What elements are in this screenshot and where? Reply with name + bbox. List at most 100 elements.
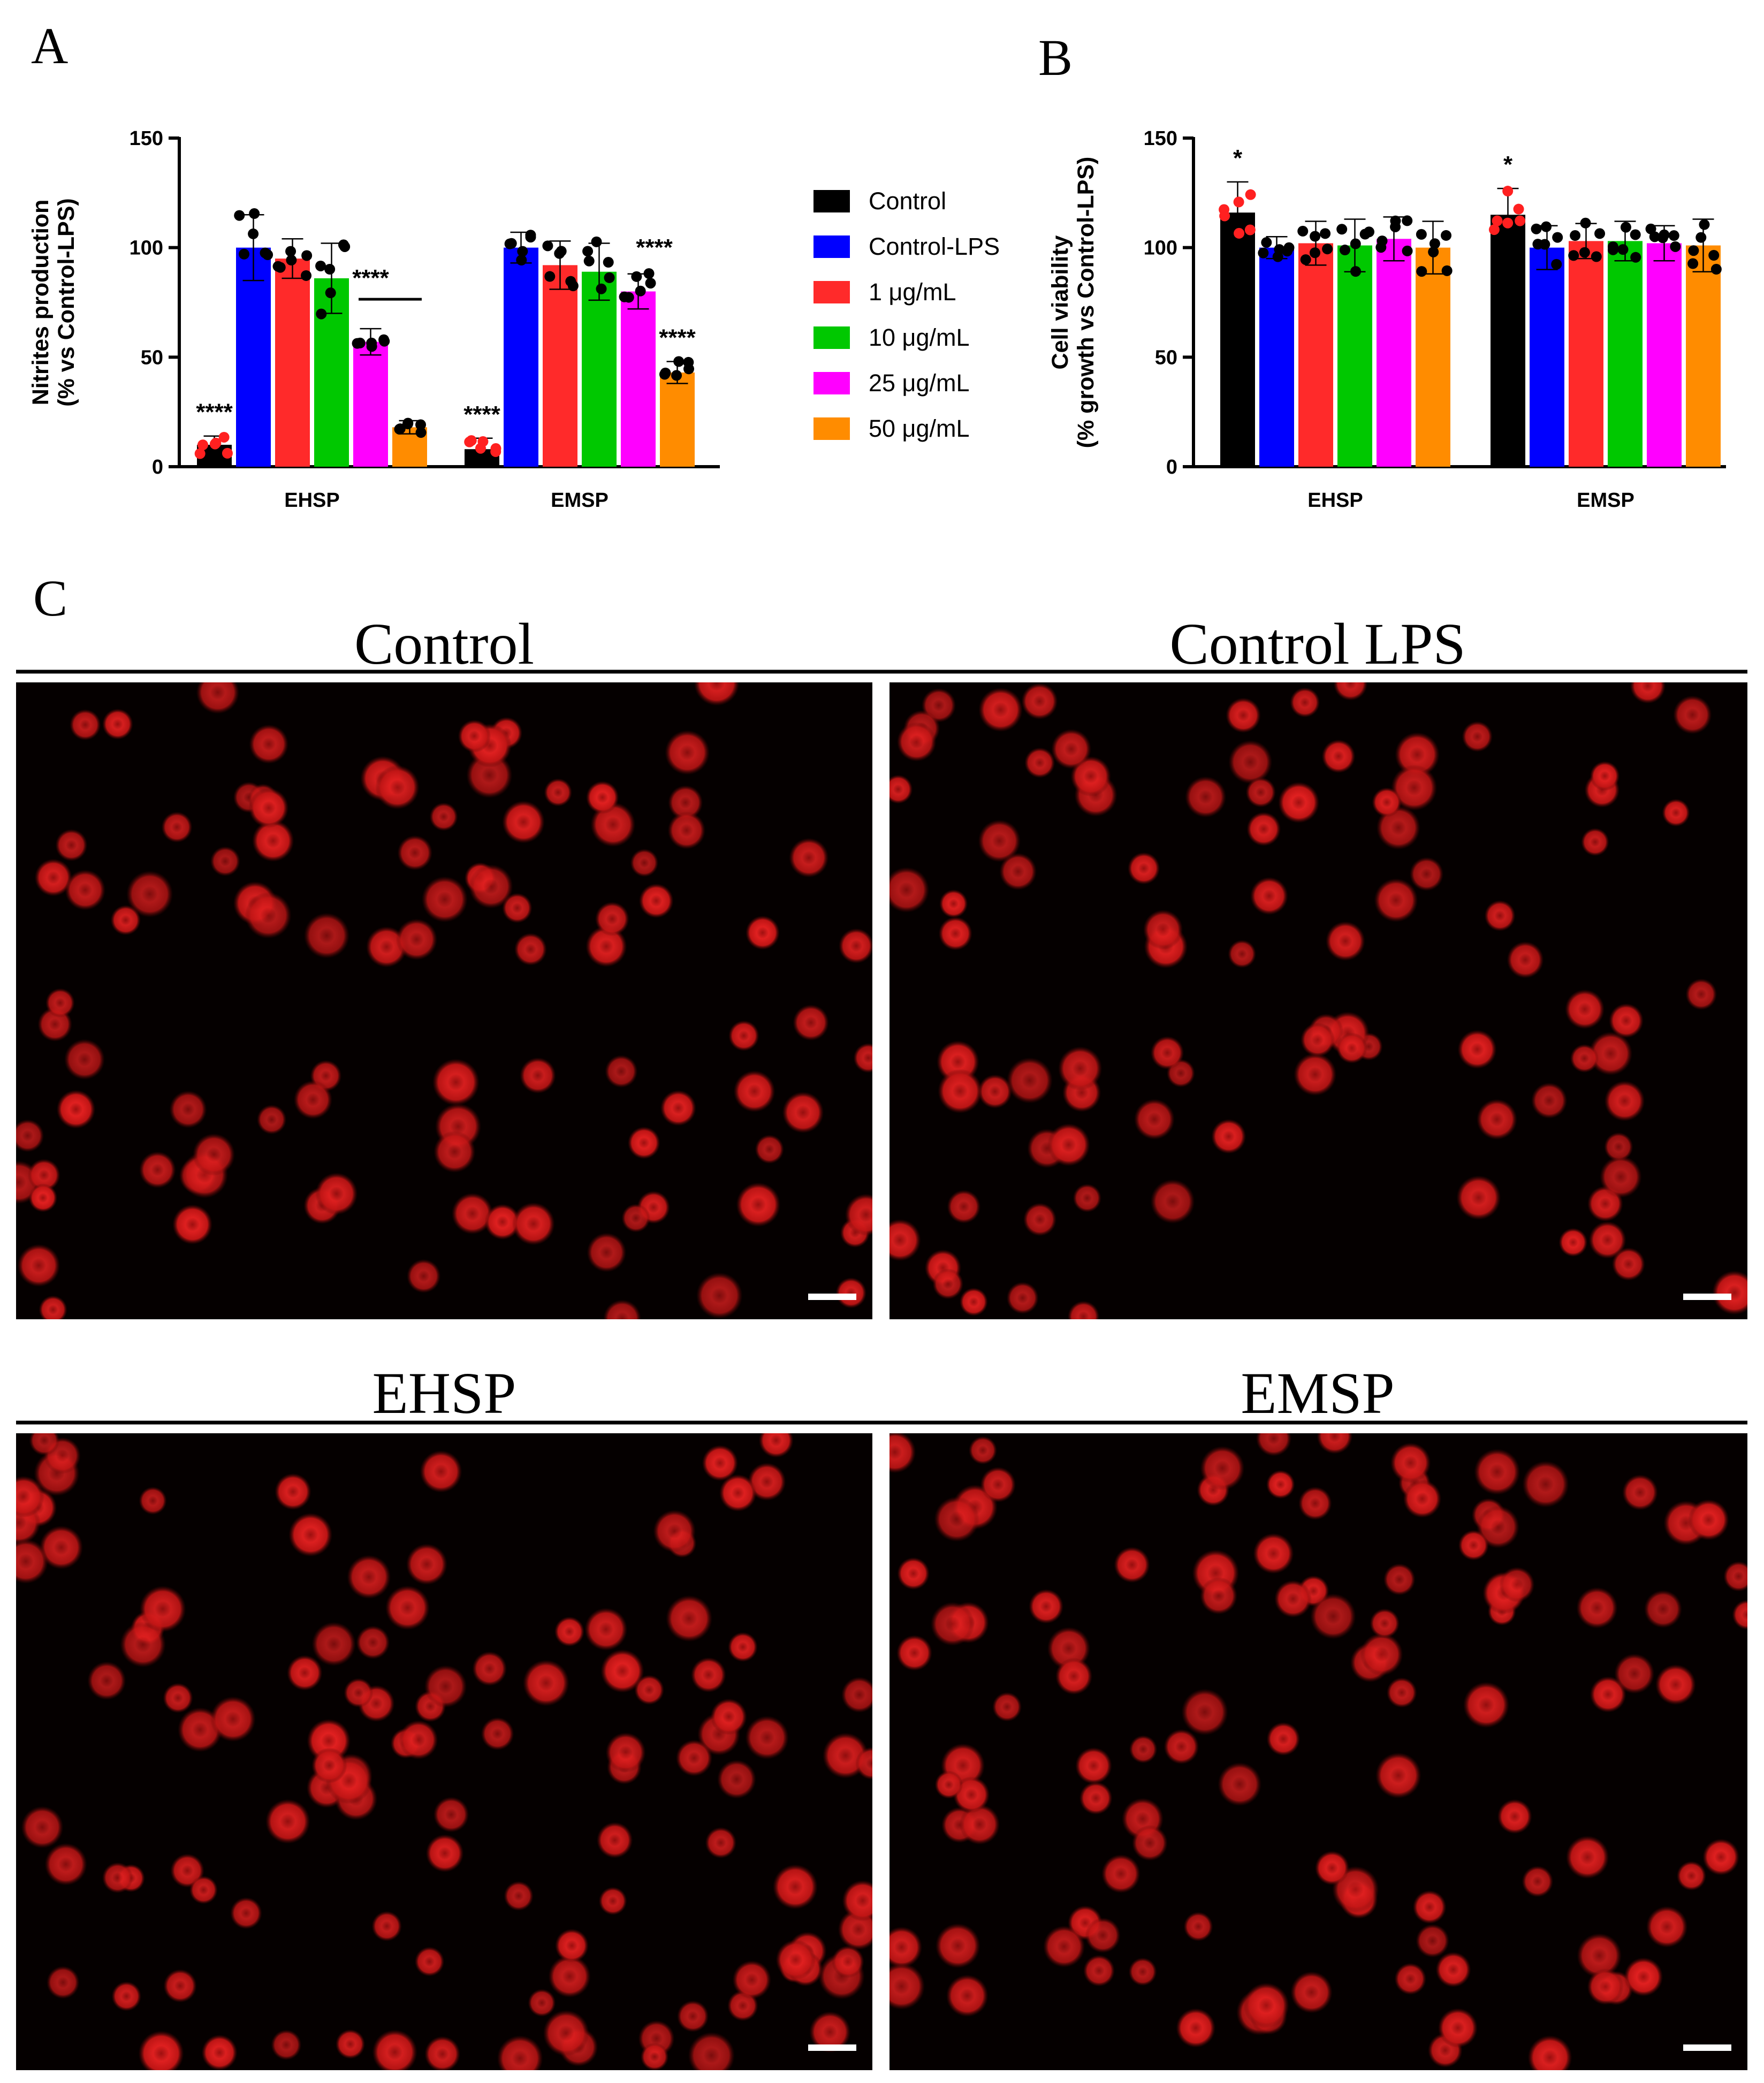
cell: [705, 1827, 737, 1859]
chart-b-bar-emsp-control-lps: [1530, 247, 1564, 467]
chart-a-data-point: [248, 228, 259, 239]
cell: [1266, 1722, 1301, 1756]
cell: [344, 1678, 374, 1708]
cell: [959, 1804, 1000, 1845]
cell: [1390, 1442, 1431, 1483]
cell: [660, 1090, 696, 1126]
cell: [196, 682, 240, 714]
cell: [621, 1204, 651, 1233]
cell: [406, 1544, 447, 1585]
chart-a-data-point: [272, 261, 284, 272]
cell: [853, 1043, 872, 1073]
cell: [44, 1843, 87, 1886]
cell: [288, 1512, 333, 1557]
cell: [1646, 1906, 1688, 1948]
chart-b-data-point: [1492, 215, 1503, 226]
chart-b-data-point: [1274, 244, 1285, 255]
chart-a-group-label-ehsp: EHSP: [284, 489, 339, 512]
chart-b-cell-viability: 0 50 100 150 Cell viability (% growth vs Cont…: [1047, 127, 1726, 512]
chart-b-data-point: [1488, 224, 1500, 235]
chart-a-data-point: [315, 260, 326, 271]
cell: [676, 2000, 709, 2033]
chart-a-data-point: [301, 250, 313, 261]
cell: [65, 869, 106, 910]
chart-b-y-tick-label: 50: [1155, 346, 1177, 369]
chart-b-data-point: [1245, 189, 1256, 200]
cell: [782, 1091, 824, 1134]
cell: [605, 1732, 646, 1773]
chart-b-data-point: [1551, 259, 1562, 270]
cell: [938, 916, 972, 951]
cell: [347, 1555, 391, 1599]
cell: [252, 819, 294, 862]
cell: [1702, 1838, 1739, 1876]
cell: [311, 1622, 356, 1667]
cell: [855, 1746, 872, 1780]
chart-b-data-point: [1502, 186, 1514, 197]
cell-cluster: [889, 1433, 1747, 2070]
legend-swatch-1-ug-ml: [813, 281, 850, 303]
chart-b-bar-ehsp-25-ug-ml: [1377, 239, 1411, 467]
cell: [271, 2029, 302, 2061]
cell: [293, 1080, 333, 1119]
chart-b-data-point: [1310, 231, 1321, 242]
panel-letter-a: A: [31, 17, 68, 74]
cell: [1688, 1499, 1729, 1541]
chart-a-data-point: [402, 417, 414, 429]
chart-a-data-point: [222, 447, 233, 459]
cell: [1558, 1228, 1588, 1257]
cell: [248, 788, 289, 828]
chart-b-data-point: [1708, 250, 1720, 261]
cell: [1023, 1203, 1057, 1236]
cell: [481, 1717, 514, 1751]
cell: [1021, 683, 1058, 720]
chart-b-ylabel-line2: (% growth vs Control-LPS): [1073, 157, 1099, 448]
cell: [169, 1090, 207, 1129]
cell: [595, 901, 629, 936]
chart-a-data-point: [603, 257, 614, 268]
chart-b-significance-label: *: [1503, 151, 1513, 178]
cell: [1576, 1587, 1618, 1629]
cell: [1374, 878, 1418, 923]
cell: [896, 1635, 932, 1671]
chart-b-data-point: [1502, 217, 1514, 229]
chart-a-data-point: [260, 247, 271, 259]
cell: [1599, 1155, 1642, 1198]
cell: [245, 892, 292, 939]
chart-b-data-point: [1300, 254, 1311, 265]
chart-b-data-point: [1261, 237, 1272, 248]
cell: [946, 1974, 989, 2017]
chart-b-bar-emsp-1-ug-ml: [1569, 241, 1603, 467]
cell: [755, 1135, 784, 1164]
chart-a-data-point: [660, 367, 671, 378]
cell: [161, 811, 193, 843]
cell: [1614, 1653, 1655, 1694]
cell: [303, 913, 350, 959]
chart-a-data-point: [490, 443, 501, 454]
panel-letter-b: B: [1038, 29, 1073, 86]
cell: [733, 1070, 775, 1113]
chart-b-group-label-ehsp: EHSP: [1307, 489, 1363, 512]
chart-b-data-point: [1552, 232, 1563, 243]
cell: [1055, 1658, 1093, 1695]
chart-b-data-point: [1531, 223, 1542, 234]
chart-b-data-point: [1591, 251, 1602, 262]
cell: [845, 1193, 872, 1236]
cell: [1676, 1861, 1707, 1891]
cell: [1522, 1461, 1569, 1508]
cell: [1200, 1446, 1245, 1491]
chart-b-data-point: [1513, 203, 1524, 215]
cell: [980, 1466, 1016, 1503]
cell: [1336, 1032, 1367, 1064]
chart-b-data-point: [1620, 222, 1631, 233]
cell: [978, 687, 1023, 732]
chart-a-y-tick-label: 100: [130, 237, 163, 260]
cell: [1245, 777, 1276, 808]
cell: [1604, 1132, 1633, 1162]
chart-b-data-point: [1630, 229, 1641, 240]
cell: [414, 1947, 445, 1976]
cell: [935, 1923, 980, 1968]
cell: [522, 1660, 569, 1706]
cell: [385, 1585, 430, 1630]
cell: [275, 1473, 311, 1510]
